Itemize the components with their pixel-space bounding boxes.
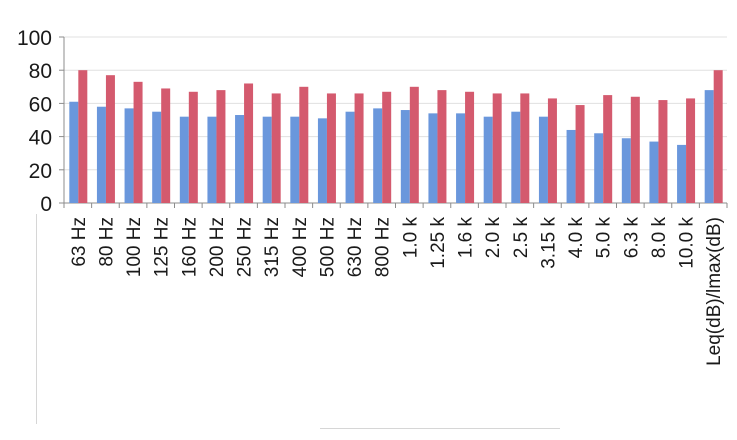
x-tick-label: 2.0 k [483, 217, 504, 259]
bar [492, 93, 502, 203]
x-tick-label: 6.3 k [621, 217, 642, 259]
bar [520, 93, 530, 203]
x-tick-label: 1.25 k [428, 217, 449, 269]
bar [409, 86, 419, 203]
bar [235, 115, 245, 203]
bar [317, 118, 327, 203]
x-tick-label: 1.0 k [400, 217, 421, 259]
bar [483, 116, 493, 203]
bar [96, 106, 106, 203]
bar [511, 111, 521, 203]
x-tick-label: Leq(dB)/lmax(dB) [704, 217, 725, 366]
bar [354, 93, 364, 203]
x-tick-label: 63 Hz [69, 217, 90, 267]
x-tick-label: 160 Hz [179, 217, 200, 277]
bar [299, 86, 309, 203]
x-tick-label: 630 Hz [345, 217, 366, 277]
frame-edge-left [36, 214, 37, 424]
bar [179, 116, 189, 203]
bar [262, 116, 272, 203]
y-tick-label: 60 [29, 93, 52, 116]
bar [290, 116, 300, 203]
x-tick-label: 10.0 k [677, 217, 698, 269]
x-tick-label: 1.6 k [456, 217, 477, 259]
bar [686, 98, 696, 203]
bar [382, 91, 392, 203]
bar [124, 108, 134, 203]
x-tick-label: 500 Hz [317, 217, 338, 277]
x-tick-label: 8.0 k [649, 217, 670, 259]
bar [547, 98, 557, 203]
bar [216, 90, 226, 203]
x-tick-label: 400 Hz [290, 217, 311, 277]
bar [373, 108, 383, 203]
bar [69, 101, 79, 203]
bar [575, 105, 585, 203]
x-tick-label: 800 Hz [373, 217, 394, 277]
x-tick-label: 125 Hz [152, 217, 173, 277]
bar [152, 111, 162, 203]
bar [713, 70, 723, 203]
x-tick-label: 3.15 k [538, 217, 559, 269]
bar [437, 90, 447, 203]
y-tick-label: 20 [29, 160, 52, 183]
bar [658, 100, 668, 203]
y-tick-label: 80 [29, 60, 52, 83]
bar [78, 70, 88, 203]
bar [207, 116, 217, 203]
bar [161, 88, 171, 203]
bar [630, 96, 640, 203]
bar [428, 113, 438, 203]
bar [271, 93, 281, 203]
frame-edge-bottom [320, 428, 560, 429]
bar [188, 91, 198, 203]
x-tick-label: 200 Hz [207, 217, 228, 277]
bar [244, 83, 254, 203]
bar [603, 95, 613, 203]
bar [566, 129, 576, 203]
bar [105, 75, 115, 203]
bar [677, 144, 687, 203]
bar [621, 138, 631, 203]
x-tick-label: 2.5 k [511, 217, 532, 259]
y-tick-label: 0 [40, 193, 52, 216]
bar [704, 90, 714, 203]
x-tick-label: 4.0 k [566, 217, 587, 259]
x-tick-label: 100 Hz [124, 217, 145, 277]
y-tick-label: 40 [29, 127, 52, 150]
bar [400, 110, 410, 203]
bar [594, 133, 604, 203]
x-tick-label: 5.0 k [594, 217, 615, 259]
y-tick-label: 100 [17, 27, 52, 50]
bar [345, 111, 355, 203]
bar [133, 81, 143, 203]
x-tick-label: 250 Hz [235, 217, 256, 277]
bar [538, 116, 548, 203]
bar [456, 113, 466, 203]
x-tick-label: 315 Hz [262, 217, 283, 277]
x-tick-label: 80 Hz [96, 217, 117, 267]
bar [649, 141, 659, 203]
bar [465, 91, 475, 203]
bar [326, 93, 336, 203]
